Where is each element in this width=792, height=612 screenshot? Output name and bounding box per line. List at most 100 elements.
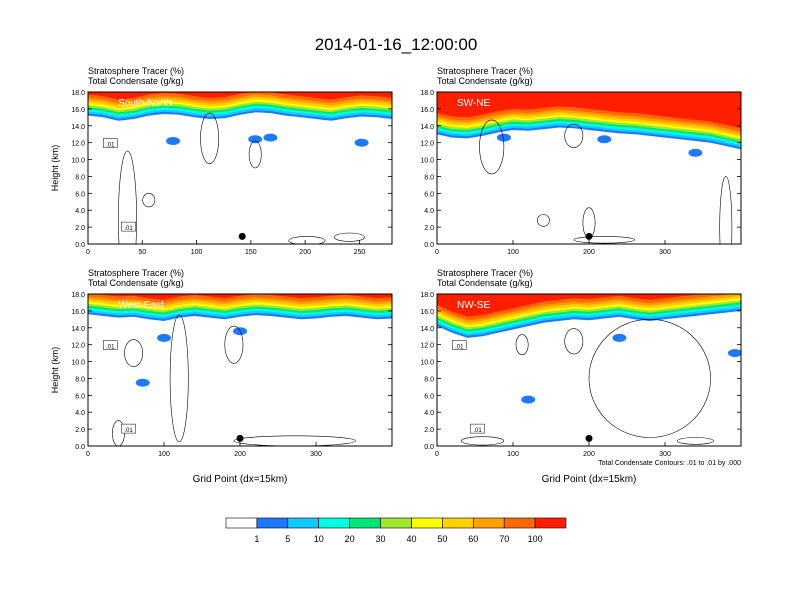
colorbar-swatch xyxy=(534,517,567,529)
y-tick-label: 14.0 xyxy=(71,326,85,333)
y-tick-label: 18.0 xyxy=(71,90,85,97)
location-marker xyxy=(238,232,246,240)
y-tick-label: 4.0 xyxy=(75,410,85,417)
colorbar-label: 50 xyxy=(437,534,447,544)
contour-line xyxy=(537,214,550,227)
y-tick-label: 14.0 xyxy=(420,326,434,333)
contour-label-box xyxy=(103,138,118,148)
y-tick-label: 2.0 xyxy=(75,225,85,232)
convective-patch xyxy=(354,138,369,147)
contour-note: Total Condensate Contours: .01 to .01 by… xyxy=(598,460,741,467)
convective-patch xyxy=(521,395,536,404)
x-tick-label: 0 xyxy=(86,451,90,458)
x-tick-label: 150 xyxy=(245,249,257,256)
y-tick-label: 2.0 xyxy=(424,225,434,232)
panel-subtitle-tracer: Stratosphere Tracer (%) xyxy=(88,66,184,76)
y-tick-label: 0.0 xyxy=(75,444,85,451)
colorbar-swatch xyxy=(411,517,443,529)
y-tick-label: 16.0 xyxy=(420,309,434,316)
y-tick-label: 18.0 xyxy=(420,292,434,299)
contour-line xyxy=(588,318,711,438)
y-tick-label: 6.0 xyxy=(424,191,434,198)
y-tick-label: 8.0 xyxy=(424,376,434,383)
colorbar-label: 5 xyxy=(285,534,290,544)
x-axis-label: Grid Point (dx=15km) xyxy=(542,474,637,485)
contour-line xyxy=(248,140,262,169)
x-tick-label: 200 xyxy=(583,451,595,458)
location-marker xyxy=(585,434,593,442)
x-tick-label: 300 xyxy=(659,249,671,256)
y-tick-label: 8.0 xyxy=(424,174,434,181)
y-tick-label: 12.0 xyxy=(420,343,434,350)
section-label: NW-SE xyxy=(457,300,490,311)
convective-patch xyxy=(688,148,703,157)
plot-area xyxy=(88,294,392,446)
contour-line xyxy=(461,436,505,446)
y-tick-label: 2.0 xyxy=(75,427,85,434)
y-tick-label: 4.0 xyxy=(424,410,434,417)
y-tick-label: 16.0 xyxy=(71,309,85,316)
contour-label: .01 xyxy=(106,143,115,149)
colorbar-swatch xyxy=(318,517,350,529)
tracer-shading xyxy=(88,294,392,387)
y-tick-label: 12.0 xyxy=(420,141,434,148)
y-tick-label: 0.0 xyxy=(424,444,434,451)
y-tick-label: 12.0 xyxy=(71,343,85,350)
x-tick-label: 300 xyxy=(310,451,322,458)
convective-patch xyxy=(597,135,612,144)
x-tick-label: 100 xyxy=(507,451,519,458)
contour-line xyxy=(719,176,733,244)
y-tick-label: 8.0 xyxy=(75,174,85,181)
contour-line xyxy=(169,314,189,443)
x-tick-label: 0 xyxy=(435,249,439,256)
y-tick-label: 10.0 xyxy=(71,158,85,165)
y-tick-label: 2.0 xyxy=(424,427,434,434)
colorbar-label: 70 xyxy=(499,534,509,544)
plot-frame xyxy=(87,91,393,245)
section-label: South-North xyxy=(118,98,172,109)
tracer-band xyxy=(88,92,392,100)
colorbar-swatch xyxy=(225,517,258,529)
convective-patch xyxy=(166,137,181,145)
contour-line xyxy=(564,328,584,355)
contour-label-box xyxy=(452,340,467,350)
y-tick-label: 10.0 xyxy=(420,360,434,367)
tracer-shading xyxy=(437,294,741,404)
colorbar-label: 1 xyxy=(254,534,259,544)
colorbar-label: 40 xyxy=(406,534,416,544)
contour-label-box xyxy=(470,423,485,434)
convective-patch xyxy=(248,135,263,144)
x-tick-label: 300 xyxy=(659,451,671,458)
panel-subtitle-condensate: Total Condensate (g/kg) xyxy=(437,278,533,288)
location-marker xyxy=(585,232,593,240)
colorbar-label: 60 xyxy=(468,534,478,544)
y-tick-label: 16.0 xyxy=(71,107,85,114)
convective-patch xyxy=(496,133,511,142)
section-label: West-East xyxy=(118,300,164,311)
y-tick-label: 6.0 xyxy=(75,191,85,198)
colorbar-swatch xyxy=(442,517,474,529)
colorbar-label: 100 xyxy=(528,534,543,544)
contour-line xyxy=(333,232,365,242)
y-tick-label: 18.0 xyxy=(71,292,85,299)
panel-subtitle-condensate: Total Condensate (g/kg) xyxy=(437,76,533,86)
contour-label: .01 xyxy=(124,428,133,434)
y-tick-label: 6.0 xyxy=(75,393,85,400)
colorbar-swatch xyxy=(349,517,381,529)
contour-line xyxy=(124,339,144,367)
x-tick-label: 0 xyxy=(435,451,439,458)
panel-4: Stratosphere Tracer (%)Total Condensate … xyxy=(420,268,742,485)
x-tick-label: 100 xyxy=(507,249,519,256)
colorbar: 1 5 10 20 30 40 50 60 70 100 xyxy=(225,517,567,544)
colorbar-swatch xyxy=(472,517,505,529)
x-tick-label: 200 xyxy=(299,249,311,256)
colorbar-swatch xyxy=(287,517,319,529)
panel-subtitle-tracer: Stratosphere Tracer (%) xyxy=(437,268,533,278)
y-tick-label: 4.0 xyxy=(75,208,85,215)
y-tick-label: 16.0 xyxy=(420,107,434,114)
panel-subtitle-condensate: Total Condensate (g/kg) xyxy=(88,278,184,288)
x-axis-label: Grid Point (dx=15km) xyxy=(193,474,288,485)
x-tick-label: 100 xyxy=(191,249,203,256)
panel-subtitle-tracer: Stratosphere Tracer (%) xyxy=(437,66,533,76)
tracer-shading xyxy=(88,92,392,147)
